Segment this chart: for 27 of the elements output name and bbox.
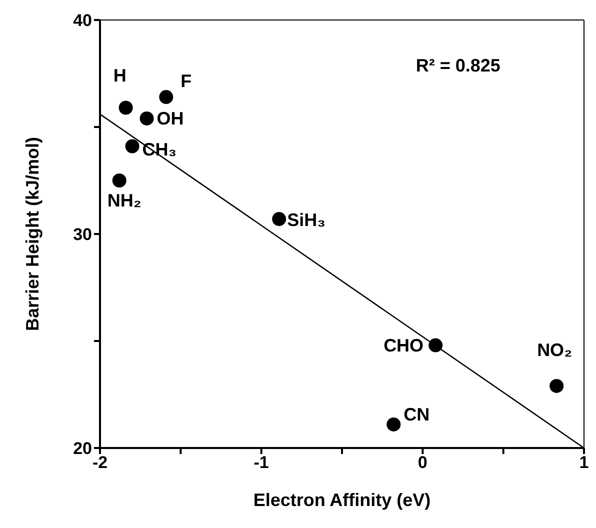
point bbox=[428, 338, 443, 352]
annotation: H bbox=[113, 66, 126, 86]
annotation: NO₂ bbox=[537, 340, 572, 360]
point bbox=[550, 378, 564, 393]
point bbox=[159, 90, 174, 104]
point bbox=[272, 212, 286, 226]
point bbox=[118, 100, 133, 115]
y-tick-label: 40 bbox=[73, 11, 92, 30]
y-tick-label: 30 bbox=[73, 225, 92, 244]
x-tick-label: -1 bbox=[254, 453, 269, 472]
y-tick-label: 20 bbox=[73, 439, 92, 458]
point bbox=[125, 139, 140, 154]
annotation: CN bbox=[404, 404, 430, 424]
x-axis-title: Electron Affinity (eV) bbox=[253, 490, 431, 510]
annotation: CHO bbox=[384, 335, 424, 356]
point bbox=[140, 111, 154, 126]
x-tick-label: 0 bbox=[418, 453, 428, 472]
y-axis-title: Barrier Height (kJ/mol) bbox=[22, 136, 42, 332]
annotation: OH bbox=[156, 108, 184, 128]
point bbox=[386, 417, 401, 432]
annotation: NH₂ bbox=[107, 190, 142, 210]
x-tick-label: 1 bbox=[579, 453, 589, 472]
annotation: F bbox=[180, 71, 192, 92]
point bbox=[112, 174, 126, 188]
annotation: R² = 0.825 bbox=[416, 55, 500, 76]
annotation: SiH₃ bbox=[287, 210, 326, 230]
x-tick-label: -2 bbox=[92, 453, 108, 472]
